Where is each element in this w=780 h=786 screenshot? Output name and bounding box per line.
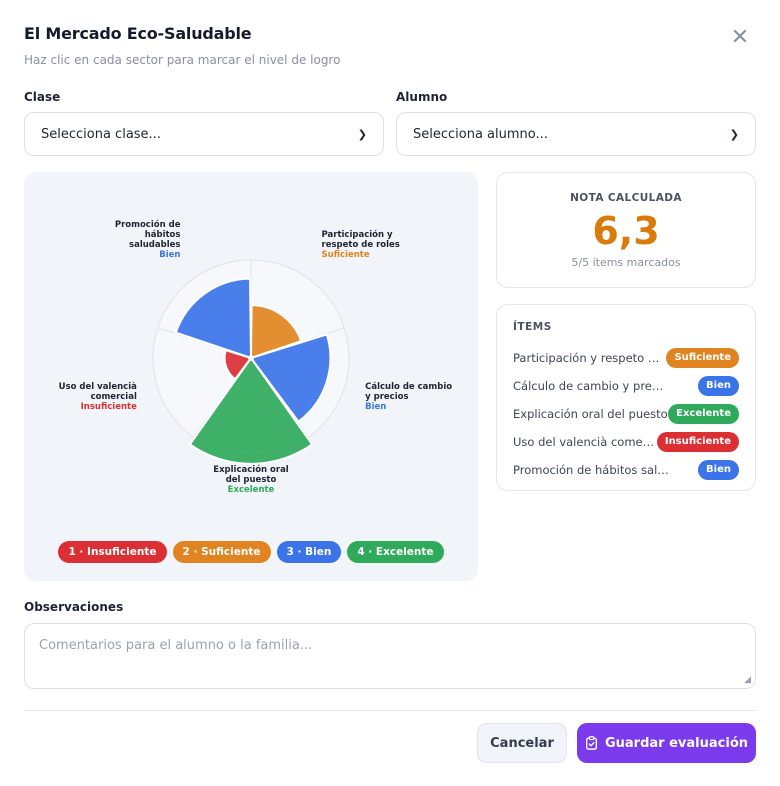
sector-2[interactable] <box>249 333 332 424</box>
resize-handle-icon[interactable]: ◢ <box>744 675 751 685</box>
legend-level-2: 2 · Suficiente <box>172 541 271 563</box>
item-row: Explicación oral del puesto Excelente <box>513 400 739 428</box>
sector-label-line: Cálculo de cambio <box>365 382 452 392</box>
sector-level-label: Excelente <box>228 485 275 495</box>
clipboard-check-icon <box>585 736 597 750</box>
student-select[interactable]: Selecciona alumno... ❯ <box>396 112 756 156</box>
sector-level-label: Insuficiente <box>81 402 137 412</box>
sector-label-line: y precios <box>365 392 408 402</box>
items-title: ÍTEMS <box>513 321 552 333</box>
item-name: Uso del valencià comercial <box>513 435 657 449</box>
class-label: Clase <box>24 90 61 104</box>
observations-textarea[interactable]: Comentarios para el alumno o la familia.… <box>24 623 756 689</box>
item-name: Promoción de hábitos saludables <box>513 463 669 477</box>
footer-divider <box>24 710 756 711</box>
polar-chart: Participación y respeto de roles Suficient… <box>59 219 453 495</box>
item-row: Uso del valencià comercial Insuficiente <box>513 428 739 456</box>
item-name: Cálculo de cambio y precios <box>513 379 669 393</box>
student-label: Alumno <box>396 90 448 104</box>
item-level-badge: Bien <box>698 460 739 480</box>
sector-label-line: Explicación oral <box>213 464 289 475</box>
item-level-badge: Bien <box>698 376 739 396</box>
sector-label: Cálculo de cambio y precios Bien <box>365 382 452 412</box>
sector-label: Promoción de hábitos saludables Bien <box>115 219 181 260</box>
class-select[interactable]: Selecciona clase... ❯ <box>24 112 384 156</box>
sector-3[interactable] <box>188 356 314 465</box>
sector-label-line: Promoción de <box>115 219 181 230</box>
sector-label: Explicación oral del puesto Excelente <box>213 464 289 495</box>
sector-label: Participación y respeto de roles Suficient… <box>322 229 400 260</box>
item-row: Cálculo de cambio y precios Bien <box>513 372 739 400</box>
legend-level-4: 4 · Excelente <box>347 541 444 563</box>
grade-card: NOTA CALCULADA 6,3 5/5 ítems marcados <box>496 172 756 288</box>
chart-center <box>248 355 254 361</box>
item-level-badge: Suficiente <box>666 348 739 368</box>
items-list: Participación y respeto de rolesSuficien… <box>513 344 739 484</box>
observations-label: Observaciones <box>24 600 124 614</box>
item-level-badge: Insuficiente <box>656 432 739 452</box>
chevron-down-icon: ❯ <box>357 127 367 141</box>
sector-label-line: hábitos <box>145 230 181 240</box>
item-name: Explicación oral del puesto <box>513 407 668 421</box>
sector-label-line: respeto de roles <box>322 240 400 250</box>
grade-caption: NOTA CALCULADA <box>570 192 682 204</box>
sector-level-label: Bien <box>159 250 180 260</box>
sector-5[interactable] <box>174 277 253 360</box>
level-legend: 1 · Insuficiente 2 · Suficiente 3 · Bien 4 … <box>24 541 478 563</box>
grade-value: 6,3 <box>592 209 660 253</box>
save-button[interactable]: Guardar evaluación <box>577 723 756 763</box>
save-button-label: Guardar evaluación <box>604 735 749 751</box>
sector-label: Uso del valencià comercial Insuficiente <box>59 382 137 412</box>
sector-label-line: Participación y <box>322 229 393 240</box>
polar-chart-panel: Participación y respeto de roles Suficient… <box>24 172 478 581</box>
sector-level-label: Suficiente <box>322 250 370 260</box>
item-name: Participación y respeto de roles <box>513 351 666 365</box>
legend-level-1: 1 · Insuficiente <box>58 541 167 563</box>
legend-level-3: 3 · Bien <box>276 541 342 563</box>
grade-count: 5/5 ítems marcados <box>571 256 681 269</box>
modal-subtitle: Haz clic en cada sector para marcar el n… <box>24 53 341 67</box>
close-icon[interactable]: ✕ <box>730 25 750 50</box>
sector-label-line: comercial <box>91 392 137 402</box>
chevron-down-icon: ❯ <box>729 127 739 141</box>
cancel-button[interactable]: Cancelar <box>477 723 567 763</box>
class-select-value: Selecciona clase... <box>41 126 161 142</box>
modal-title: El Mercado Eco-Saludable <box>24 24 252 43</box>
item-level-badge: Excelente <box>668 404 739 424</box>
sector-label-line: Uso del valencià <box>59 382 137 392</box>
sector-level-label: Bien <box>365 402 386 412</box>
observations-placeholder: Comentarios para el alumno o la familia.… <box>39 638 313 653</box>
item-row: Participación y respeto de rolesSuficien… <box>513 344 739 372</box>
student-select-value: Selecciona alumno... <box>413 126 548 142</box>
item-row: Promoción de hábitos saludables Bien <box>513 456 739 484</box>
sector-label-line: saludables <box>129 240 180 250</box>
sector-label-line: del puesto <box>226 475 277 485</box>
sector-1[interactable] <box>249 304 303 360</box>
items-card: ÍTEMS Participación y respeto de rolesSu… <box>496 304 756 491</box>
